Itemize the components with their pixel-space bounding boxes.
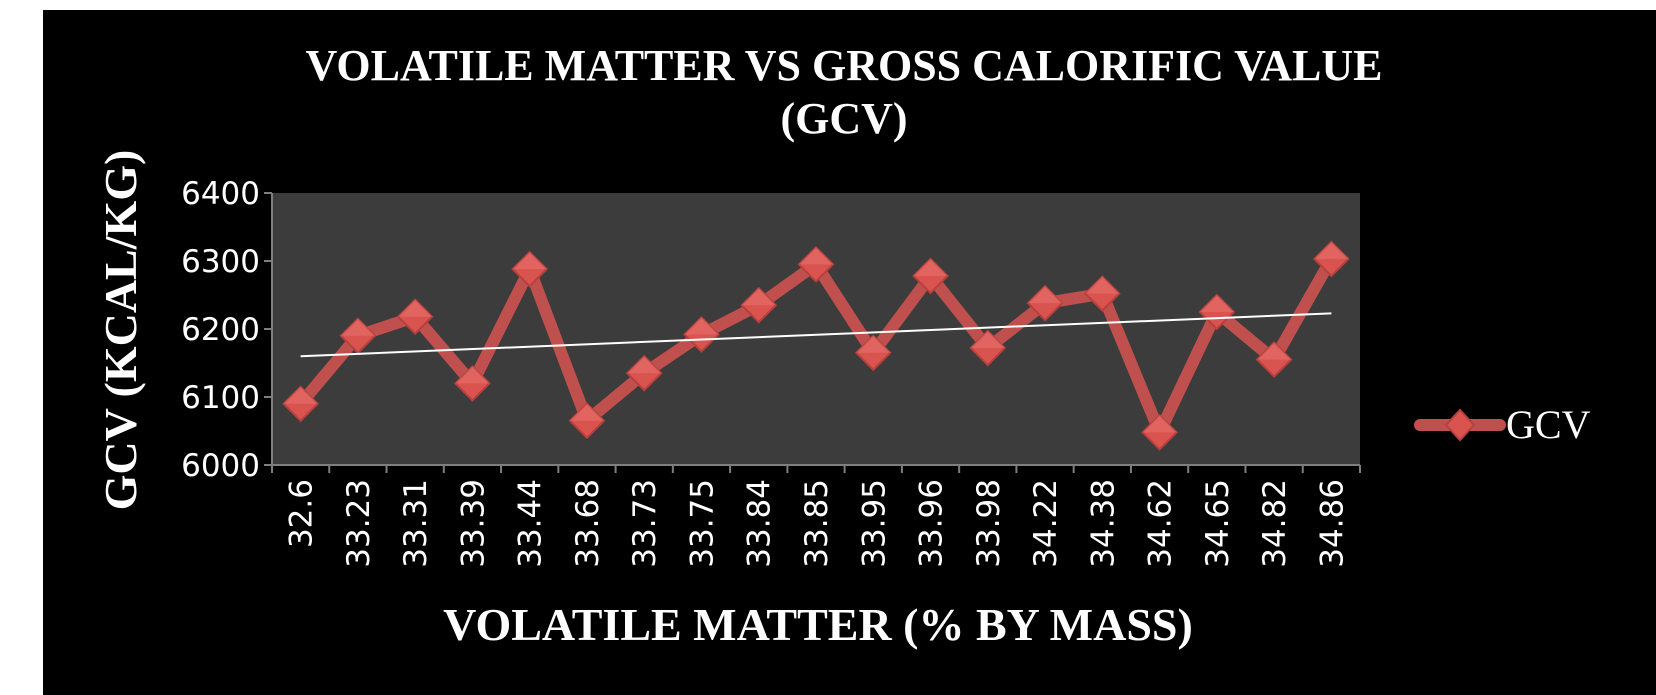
legend-label: GCV bbox=[1506, 402, 1591, 447]
data-point-highlight bbox=[1028, 286, 1063, 304]
data-point-highlight bbox=[856, 335, 891, 353]
x-axis-title: VOLATILE MATTER (% BY MASS) bbox=[443, 599, 1193, 650]
data-point-highlight bbox=[799, 247, 833, 265]
y-axis: 6000 6100 6200 6300 6400 bbox=[181, 176, 273, 484]
y-axis-title: GCV (KCAL/KG) bbox=[95, 150, 146, 511]
y-tick-label: 6200 bbox=[181, 312, 260, 348]
x-tick-label: 33.73 bbox=[627, 479, 663, 568]
legend: GCV bbox=[1414, 402, 1591, 447]
plot-area bbox=[272, 193, 1360, 465]
data-point-highlight bbox=[340, 318, 375, 336]
legend-marker bbox=[1444, 408, 1476, 442]
x-tick-label: 34.38 bbox=[1085, 479, 1121, 568]
x-tick-label: 33.96 bbox=[914, 479, 950, 568]
x-tick-label: 33.84 bbox=[742, 479, 778, 568]
x-tick-label: 34.62 bbox=[1143, 479, 1179, 568]
data-point-highlight bbox=[970, 331, 1005, 349]
data-point-highlight bbox=[398, 299, 433, 317]
x-tick-label: 33.98 bbox=[971, 479, 1007, 568]
x-tick-label: 33.44 bbox=[513, 479, 549, 568]
x-tick-label: 34.82 bbox=[1257, 479, 1293, 568]
y-tick-label: 6400 bbox=[181, 176, 260, 212]
series-gcv bbox=[282, 240, 1350, 451]
data-point-highlight bbox=[569, 403, 604, 421]
y-tick-label: 6000 bbox=[181, 448, 260, 484]
data-point-highlight bbox=[283, 386, 318, 404]
data-point-highlight bbox=[512, 252, 547, 270]
x-tick-label: 33.23 bbox=[341, 479, 377, 568]
y-tick-label: 6300 bbox=[181, 244, 260, 280]
x-tick-label: 33.85 bbox=[799, 479, 835, 568]
data-point-highlight bbox=[1142, 415, 1177, 433]
trendline-group bbox=[300, 312, 1332, 358]
x-tick-label: 33.95 bbox=[856, 479, 892, 568]
x-tick-label: 33.31 bbox=[398, 479, 434, 568]
data-point-highlight bbox=[1257, 342, 1292, 360]
x-tick-label: 32.6 bbox=[284, 479, 320, 548]
x-tick-label: 34.86 bbox=[1314, 479, 1350, 568]
x-axis: 32.6 33.23 33.31 33.39 33.44 33.68 33.73 33.75 3… bbox=[271, 464, 1361, 568]
chart-title-line-2: (GCV) bbox=[780, 94, 907, 143]
x-tick-label: 33.68 bbox=[570, 479, 606, 568]
data-point-highlight bbox=[741, 288, 776, 306]
trendline bbox=[300, 312, 1332, 358]
x-tick-label: 34.22 bbox=[1028, 479, 1064, 568]
x-tick-label: 33.39 bbox=[455, 479, 491, 568]
y-tick-label: 6100 bbox=[181, 380, 260, 416]
x-tick-label: 33.75 bbox=[684, 479, 720, 568]
data-point-highlight bbox=[1199, 295, 1234, 312]
data-point-highlight bbox=[627, 356, 662, 374]
chart-title-line-1: VOLATILE MATTER VS GROSS CALORIFIC VALUE bbox=[306, 41, 1383, 90]
x-tick-label: 34.65 bbox=[1200, 479, 1236, 568]
data-point-highlight bbox=[1085, 276, 1120, 294]
data-point-highlight bbox=[913, 258, 948, 276]
data-point-highlight bbox=[455, 366, 490, 384]
data-point-highlight bbox=[684, 317, 719, 335]
data-point-highlight bbox=[1314, 241, 1349, 259]
